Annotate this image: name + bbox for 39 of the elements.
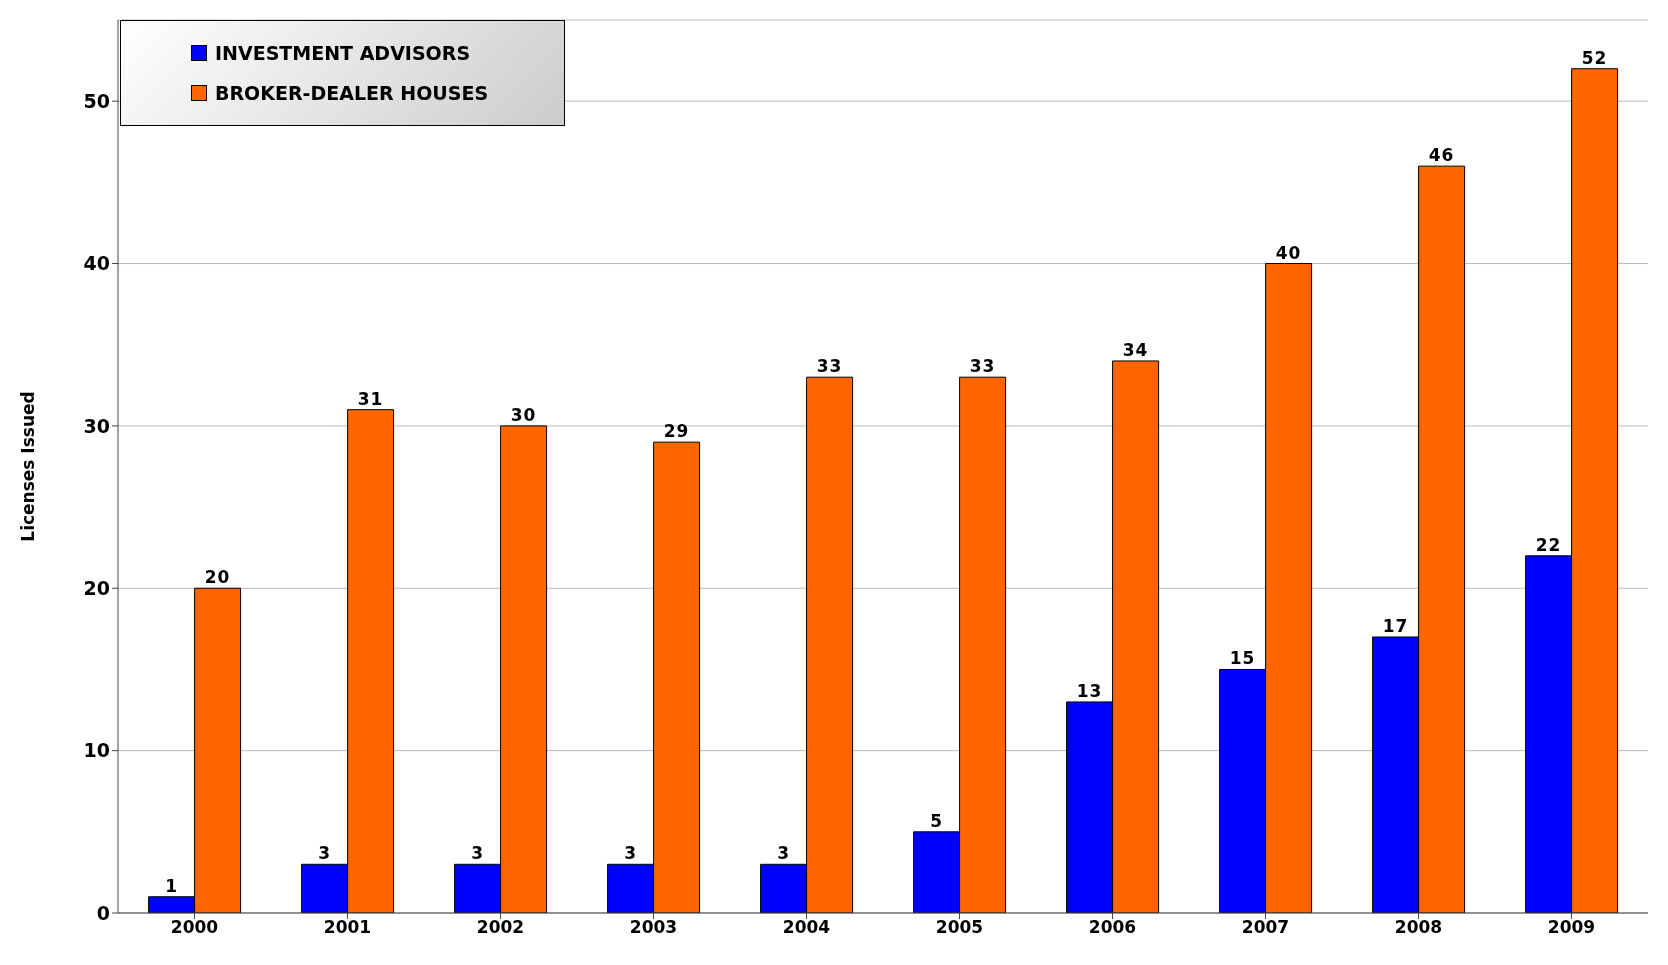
x-tick-label: 2004 [782, 917, 831, 938]
data-label: 52 [1581, 47, 1608, 68]
data-label: 1 [165, 875, 179, 896]
data-label: 29 [663, 421, 690, 442]
y-tick-label: 0 [96, 901, 110, 924]
y-tick-label: 40 [83, 252, 110, 275]
x-tick-label: 2005 [935, 917, 984, 938]
x-tick-label: 2002 [476, 917, 525, 938]
x-tick-label: 2001 [323, 917, 372, 938]
data-label: 20 [204, 567, 231, 588]
y-tick-label: 20 [83, 577, 110, 600]
x-tick-label: 2009 [1547, 917, 1596, 938]
data-label: 46 [1428, 145, 1455, 166]
data-label: 33 [816, 356, 843, 377]
data-label: 22 [1535, 534, 1562, 555]
x-tick-label: 2008 [1394, 917, 1443, 938]
data-label: 3 [318, 843, 332, 864]
y-tick-label: 10 [83, 739, 110, 762]
data-label: 31 [357, 388, 384, 409]
y-tick-label: 30 [83, 414, 110, 437]
data-label: 40 [1275, 242, 1302, 263]
y-tick-label: 50 [83, 89, 110, 112]
data-label: 3 [471, 843, 485, 864]
data-label: 34 [1122, 339, 1149, 360]
x-tick-label: 2003 [629, 917, 678, 938]
data-label: 13 [1076, 680, 1103, 701]
data-label: 17 [1382, 615, 1409, 636]
data-label: 3 [624, 843, 638, 864]
legend-label: BROKER-DEALER HOUSES [215, 82, 489, 104]
data-label: 15 [1229, 648, 1256, 669]
x-tick-label: 2006 [1088, 917, 1137, 938]
legend-label: INVESTMENT ADVISORS [215, 42, 471, 64]
data-label: 3 [777, 843, 791, 864]
data-label: 33 [969, 356, 996, 377]
y-axis-title: Licenses Issued [18, 391, 39, 542]
data-label: 5 [930, 810, 944, 831]
data-label: 30 [510, 404, 537, 425]
x-tick-label: 2000 [170, 917, 219, 938]
x-tick-label: 2007 [1241, 917, 1290, 938]
